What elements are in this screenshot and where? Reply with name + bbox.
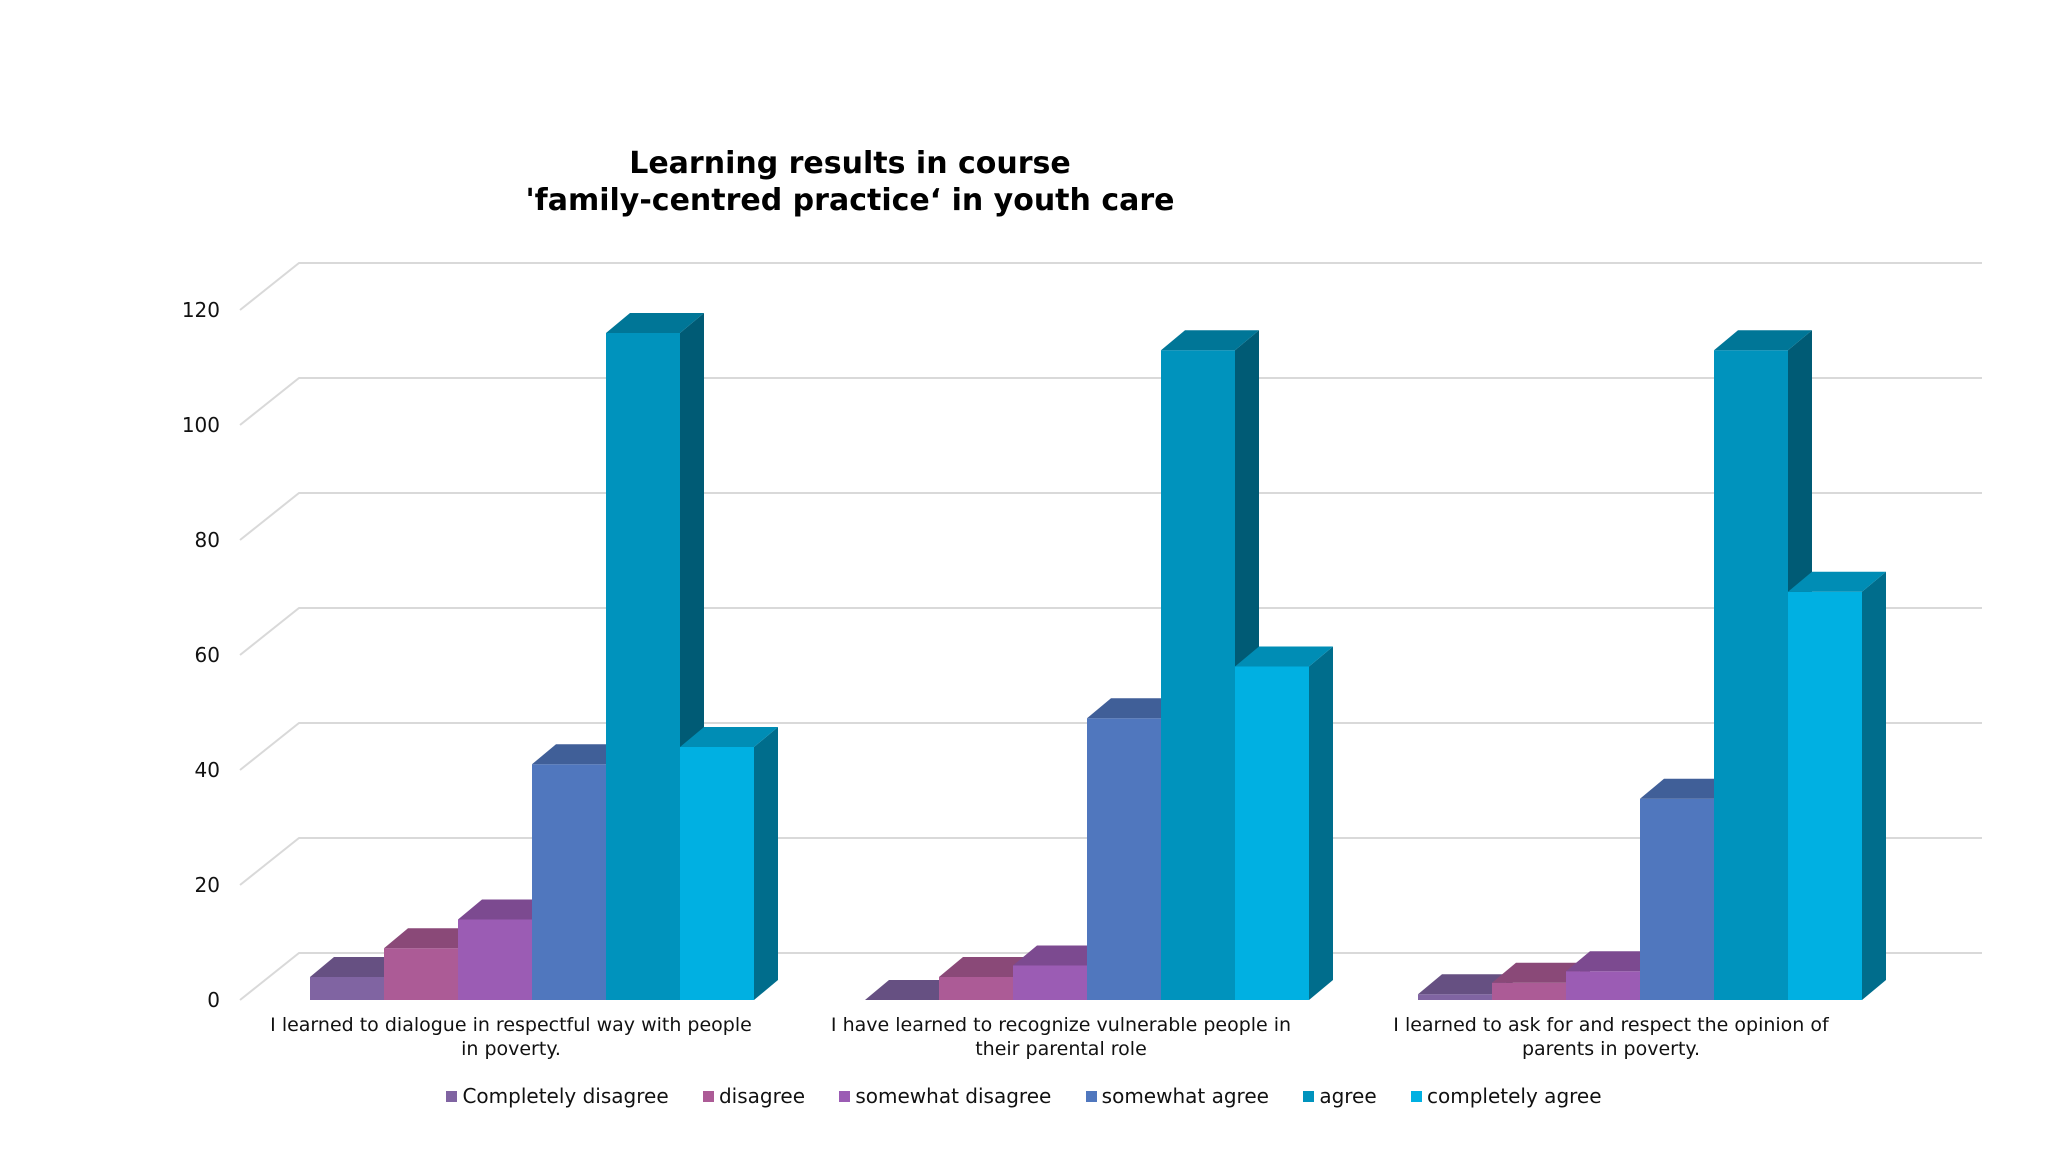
y-tick-label-3: 60 [195, 643, 220, 667]
legend-label-disagree: disagree [718, 1084, 805, 1108]
bar-front-completely-agree-3 [1788, 591, 1862, 1000]
x-tick-label-2: I have learned to recognize vulnerable p… [811, 1013, 1311, 1061]
legend-swatch-disagree [702, 1091, 714, 1102]
gridline-2 [239, 722, 1982, 771]
y-tick-label-1: 20 [195, 873, 220, 897]
y-tick-label-5: 100 [182, 413, 220, 437]
legend-swatch-somewhat-agree [1085, 1091, 1097, 1102]
legend-label-agree: agree [1319, 1084, 1377, 1108]
y-tick-label-2: 40 [195, 758, 220, 782]
gridline-6 [239, 262, 1982, 311]
gridline-4 [239, 492, 1982, 541]
bar-top-completely-agree-2 [1235, 646, 1333, 667]
bar-front-somewhat-disagree-3 [1566, 971, 1640, 1000]
legend-swatch-completely-disagree [446, 1091, 458, 1102]
bar-front-somewhat-agree-2 [1087, 718, 1161, 1000]
legend-label-completely-agree: completely agree [1427, 1084, 1602, 1108]
bar-top-somewhat-agree-1 [532, 744, 630, 765]
gridline-0 [239, 952, 1982, 1001]
bar-front-disagree-2 [939, 977, 1013, 1000]
x-tick-label-2-line-2: their parental role [975, 1038, 1147, 1060]
bar-top-completely-agree-3 [1788, 571, 1886, 592]
bar-front-somewhat-disagree-1 [458, 919, 532, 1000]
x-tick-label-3: I learned to ask for and respect the opi… [1361, 1013, 1861, 1061]
y-tick-label-4: 80 [195, 528, 220, 552]
x-tick-label-3-line-2: parents in poverty. [1521, 1038, 1701, 1060]
bar-top-disagree-2 [939, 957, 1037, 977]
bar-top-somewhat-agree-2 [1087, 698, 1185, 719]
bar-top-agree-3 [1714, 330, 1812, 351]
gridline-5 [239, 377, 1982, 426]
x-tick-label-3-line-1: I learned to ask for and respect the opi… [1393, 1014, 1829, 1036]
bar-top-completely-disagree-1 [310, 957, 408, 977]
legend-item-completely-disagree: Completely disagree [446, 1084, 669, 1108]
x-tick-label-1: I learned to dialogue in respectful way … [261, 1013, 761, 1061]
legend-swatch-completely-agree [1411, 1091, 1423, 1102]
bar-top-somewhat-disagree-2 [1013, 945, 1111, 966]
y-tick-label-0: 0 [207, 988, 220, 1012]
bar-front-somewhat-agree-3 [1640, 798, 1714, 1000]
chart-title: Learning results in course 'family-centr… [420, 145, 1280, 219]
legend-item-somewhat-agree: somewhat agree [1085, 1084, 1269, 1108]
bar-front-somewhat-agree-1 [532, 764, 606, 1000]
legend-label-somewhat-agree: somewhat agree [1101, 1084, 1269, 1108]
gridline-3 [239, 607, 1982, 656]
legend-label-completely-disagree: Completely disagree [462, 1084, 669, 1108]
bar-side-completely-agree-3 [1862, 571, 1886, 1000]
bar-top-agree-2 [1161, 330, 1259, 351]
chart-title-line-2: 'family-centred practice‘ in youth care [525, 183, 1175, 218]
bar-side-completely-agree-2 [1309, 646, 1333, 1000]
bar-front-agree-1 [606, 333, 680, 1000]
bar-top-disagree-3 [1492, 962, 1590, 983]
legend: Completely disagree disagree somewhat di… [0, 1084, 2048, 1108]
gridline-1 [239, 837, 1982, 886]
legend-item-disagree: disagree [702, 1084, 805, 1108]
x-tick-label-2-line-1: I have learned to recognize vulnerable p… [830, 1014, 1292, 1036]
legend-item-somewhat-disagree: somewhat disagree [839, 1084, 1051, 1108]
bar-side-completely-agree-1 [754, 727, 778, 1000]
bar-top-completely-disagree-3 [1418, 974, 1516, 995]
bar-top-completely-disagree-2 [865, 980, 963, 1000]
legend-swatch-somewhat-disagree [839, 1091, 851, 1102]
bar-front-disagree-1 [384, 948, 458, 1000]
bar-top-completely-agree-1 [680, 727, 778, 747]
bar-front-completely-agree-2 [1235, 666, 1309, 1000]
bar-top-disagree-1 [384, 928, 482, 949]
x-tick-label-1-line-2: in poverty. [461, 1038, 561, 1060]
bar-front-completely-disagree-1 [310, 977, 384, 1000]
bar-front-agree-3 [1714, 350, 1788, 1000]
bar-top-somewhat-agree-3 [1640, 778, 1738, 799]
legend-item-agree: agree [1303, 1084, 1377, 1108]
bar-top-somewhat-disagree-1 [458, 899, 556, 920]
chart-title-line-1: Learning results in course [629, 146, 1071, 181]
bar-front-agree-2 [1161, 350, 1235, 1000]
legend-item-completely-agree: completely agree [1411, 1084, 1602, 1108]
legend-label-somewhat-disagree: somewhat disagree [855, 1084, 1052, 1108]
x-tick-label-1-line-1: I learned to dialogue in respectful way … [270, 1014, 752, 1036]
bar-top-somewhat-disagree-3 [1566, 951, 1664, 972]
bar-front-disagree-3 [1492, 982, 1566, 1000]
bar-front-somewhat-disagree-2 [1013, 965, 1087, 1000]
y-tick-label-6: 120 [182, 298, 220, 322]
bar-front-completely-agree-1 [680, 747, 754, 1000]
legend-swatch-agree [1303, 1091, 1315, 1102]
bar-top-agree-1 [606, 313, 704, 333]
bar-front-completely-disagree-3 [1418, 994, 1492, 1000]
